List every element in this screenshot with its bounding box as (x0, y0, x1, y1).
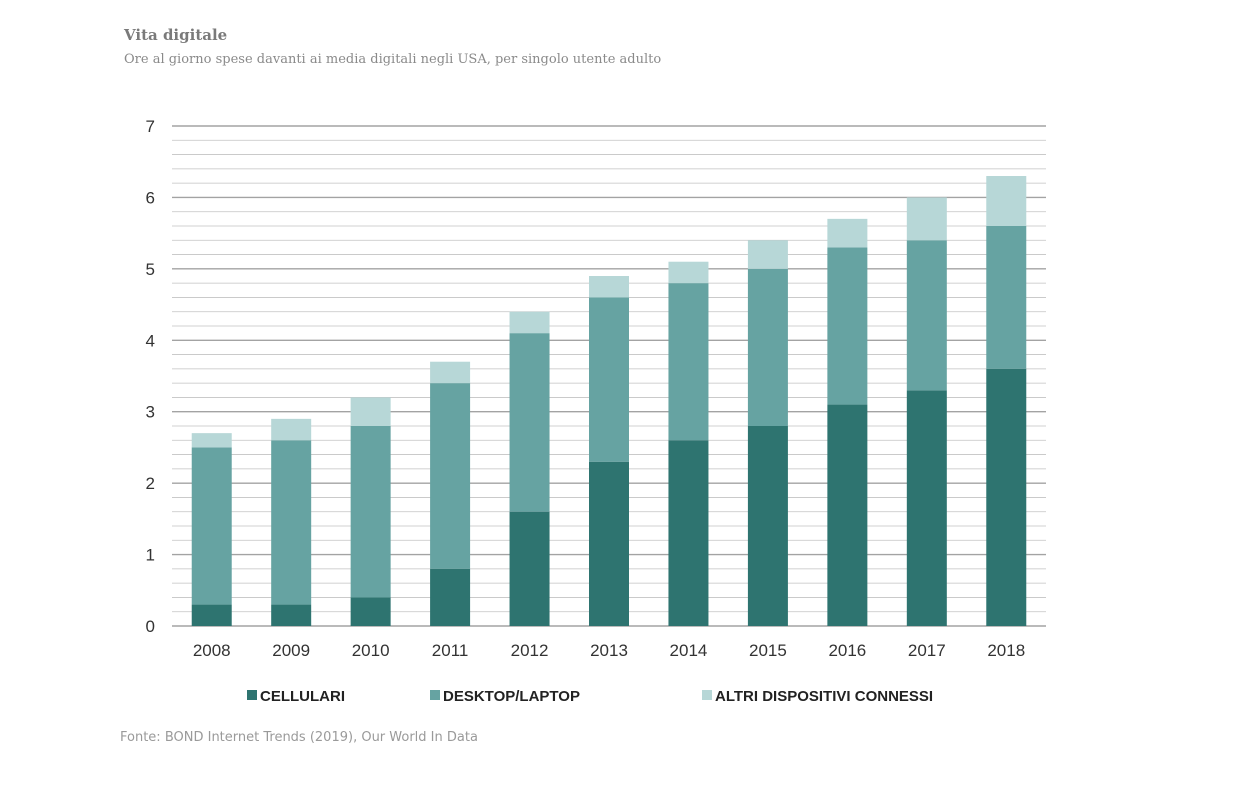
bar-segment-altri-dispositivi (350, 397, 391, 426)
bar-segment-cellulari (986, 368, 1027, 626)
y-tick-label: 4 (146, 331, 155, 350)
legend: CELLULARI DESKTOP/LAPTOP ALTRI DISPOSITIVI… (247, 688, 933, 705)
bar-segment-cellulari (747, 426, 788, 626)
bar-segment-altri-dispositivi (668, 261, 709, 284)
y-tick-label: 6 (146, 188, 155, 207)
bar-segment-desktop-laptop (589, 297, 629, 462)
legend-label: DESKTOP/LAPTOP (443, 688, 580, 705)
y-tick-label: 5 (146, 260, 155, 279)
bar-segment-desktop-laptop (827, 247, 868, 405)
x-tick-label: 2010 (352, 641, 390, 660)
bar-segment-desktop-laptop (668, 283, 709, 441)
legend-swatch (247, 690, 257, 700)
bar-segment-altri-dispositivi (430, 361, 471, 384)
bar-segment-cellulari (906, 390, 947, 626)
bar-segment-desktop-laptop (509, 333, 550, 512)
bar-segment-altri-dispositivi (986, 176, 1027, 226)
bar-segment-desktop-laptop (430, 383, 471, 569)
x-tick-label: 2012 (511, 641, 549, 660)
bar-segment-cellulari (350, 597, 391, 626)
x-axis: 2008 2009 2010 2011 2012 2013 2014 2015 2016 2017… (193, 641, 1025, 660)
chart-subtitle: Ore al giorno spese davanti ai media dig… (124, 52, 662, 67)
bar-segment-cellulari (271, 604, 312, 626)
legend-label: ALTRI DISPOSITIVI CONNESSI (715, 688, 933, 705)
y-tick-label: 3 (146, 403, 155, 422)
bar-segment-cellulari (668, 440, 709, 626)
legend-swatch (702, 690, 712, 700)
x-tick-label: 2009 (272, 641, 310, 660)
chart-title: Vita digitale (124, 26, 228, 44)
x-tick-label: 2013 (590, 641, 628, 660)
bar-segment-altri-dispositivi (906, 197, 947, 241)
bar-segment-cellulari (430, 568, 471, 626)
x-tick-label: 2018 (987, 641, 1025, 660)
legend-item-cellulari: CELLULARI (247, 688, 345, 705)
bar-segment-desktop-laptop (906, 240, 947, 391)
bar-segment-cellulari (827, 404, 868, 626)
bar-segment-desktop-laptop (191, 447, 232, 605)
bar-segment-altri-dispositivi (271, 418, 312, 441)
x-tick-label: 2016 (828, 641, 866, 660)
chart-source: Fonte: BOND Internet Trends (2019), Our … (120, 730, 478, 745)
y-tick-label: 2 (146, 474, 155, 493)
x-tick-label: 2011 (432, 641, 469, 660)
bar-segment-altri-dispositivi (191, 433, 232, 448)
bar-segment-altri-dispositivi (589, 276, 629, 298)
y-axis: 0 1 2 3 4 5 6 7 (146, 117, 155, 636)
bars-group (191, 176, 1027, 626)
bar-segment-desktop-laptop (747, 268, 788, 426)
bar-segment-desktop-laptop (271, 440, 312, 605)
bar-segment-altri-dispositivi (827, 218, 868, 248)
bar-segment-desktop-laptop (986, 226, 1027, 369)
bar-segment-altri-dispositivi (509, 311, 550, 334)
bar-segment-desktop-laptop (350, 426, 391, 598)
legend-item-desktop-laptop: DESKTOP/LAPTOP (430, 688, 580, 705)
y-tick-label: 0 (146, 617, 155, 636)
bar-segment-cellulari (191, 604, 232, 626)
bar-segment-cellulari (589, 461, 629, 626)
bar-segment-cellulari (509, 511, 550, 626)
bar-segment-altri-dispositivi (747, 240, 788, 269)
x-tick-label: 2017 (908, 641, 946, 660)
x-tick-label: 2008 (193, 641, 231, 660)
y-tick-label: 7 (146, 117, 155, 136)
legend-item-altri-dispositivi: ALTRI DISPOSITIVI CONNESSI (702, 688, 933, 705)
x-tick-label: 2015 (749, 641, 787, 660)
legend-label: CELLULARI (260, 688, 345, 705)
x-tick-label: 2014 (670, 641, 708, 660)
legend-swatch (430, 690, 440, 700)
stacked-bar-chart: 0 1 2 3 4 5 6 7 2008 2009 2010 2011 2012 2013 2014 201… (146, 117, 1046, 705)
y-tick-label: 1 (146, 546, 155, 565)
